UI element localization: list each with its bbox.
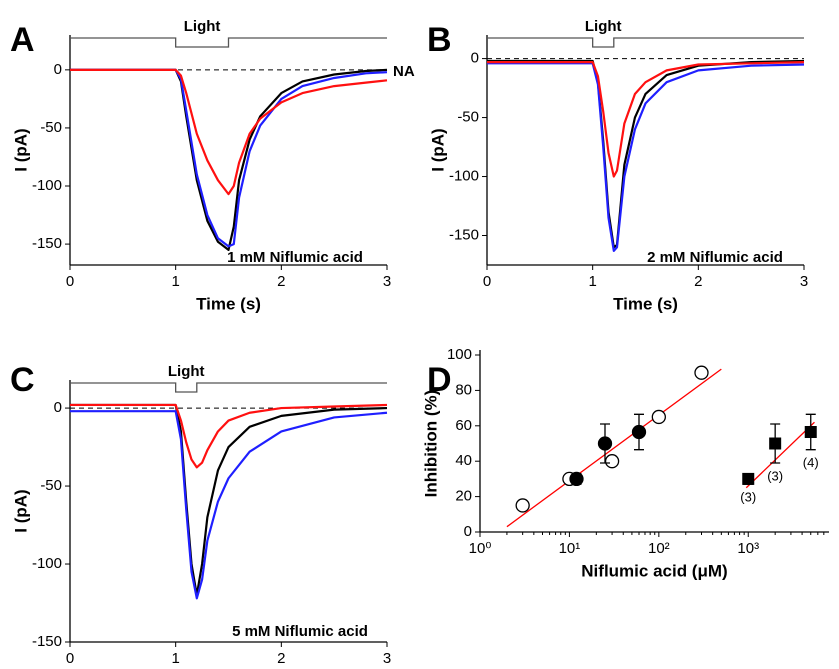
x-tick-label: 2 [277,273,285,290]
x-tick-label: 10³ [737,540,759,557]
x-tick-label: 10⁰ [469,540,492,557]
square-point [742,472,755,485]
circle-point [694,365,709,380]
square-point [804,425,817,438]
y-axis-label: Inhibition (%) [421,390,440,498]
n-label: (3) [767,468,783,483]
y-tick-label: 20 [455,488,472,505]
x-tick-label: 0 [66,650,74,667]
x-tick-label: 2 [694,273,702,290]
x-tick-label: 2 [277,650,285,667]
panel-label: A [10,21,35,59]
n-label: (3) [740,490,756,505]
n-label: (4) [803,455,819,470]
panel-label: D [427,361,452,399]
fit-line [745,421,815,489]
y-tick-label: -150 [32,235,62,252]
trace [70,68,388,248]
y-tick-label: -150 [449,226,479,243]
x-tick-label: 1 [171,273,179,290]
stimulus-label: Light [168,363,205,380]
circle-point [631,424,647,440]
y-tick-label: 0 [54,61,62,78]
circle-point [651,409,666,425]
x-tick-label: 3 [800,273,808,290]
x-tick-label: 10¹ [559,540,581,557]
x-axis-label: Time (s) [196,294,261,313]
x-tick-label: 1 [171,650,179,667]
y-tick-label: -100 [32,177,62,194]
y-tick-label: 40 [455,452,472,469]
y-tick-label: -50 [457,109,479,126]
x-tick-label: 0 [66,273,74,290]
x-tick-label: 1 [588,273,596,290]
y-tick-label: -50 [40,119,62,136]
y-tick-label: -100 [449,168,479,185]
y-tick-label: 0 [471,50,479,67]
x-tick-label: 10² [648,540,670,557]
panel-label: C [10,361,35,399]
stimulus-trace [70,382,387,393]
trace [487,61,805,178]
y-tick-label: 0 [464,523,472,540]
y-tick-label: 100 [447,346,472,363]
y-axis-label: I (pA) [428,128,447,171]
y-axis-label: I (pA) [11,128,30,171]
trace [70,403,388,597]
annotation: 5 mM Niflumic acid [232,623,368,640]
x-tick-label: 3 [383,273,391,290]
x-axis-label: Niflumic acid (μM) [581,561,727,580]
y-tick-label: -150 [32,633,62,650]
trace [487,62,805,252]
trace [70,410,388,600]
trace [487,59,805,249]
annotation: 1 mM Niflumic acid [227,249,363,266]
annotation: 2 mM Niflumic acid [647,249,783,266]
fit-line [506,368,722,528]
y-tick-label: 60 [455,417,472,434]
x-tick-label: 3 [383,650,391,667]
annotation: NA [393,63,415,80]
circle-point [569,471,584,487]
circle-point [604,454,620,469]
x-tick-label: 0 [483,273,491,290]
stimulus-label: Light [585,18,622,35]
x-axis-label: Time (s) [613,294,678,313]
y-tick-label: -100 [32,555,62,572]
stimulus-trace [487,37,804,48]
stimulus-label: Light [184,18,221,35]
y-tick-label: 80 [455,381,472,398]
trace [70,403,388,469]
square-point [769,437,782,450]
circle-point [597,436,613,451]
y-tick-label: -50 [40,477,62,494]
trace [70,68,388,196]
stimulus-trace [70,37,387,48]
y-axis-label: I (pA) [11,489,30,532]
trace [70,68,388,251]
panel-label: B [427,21,452,59]
y-tick-label: 0 [54,399,62,416]
circle-point [515,498,530,513]
